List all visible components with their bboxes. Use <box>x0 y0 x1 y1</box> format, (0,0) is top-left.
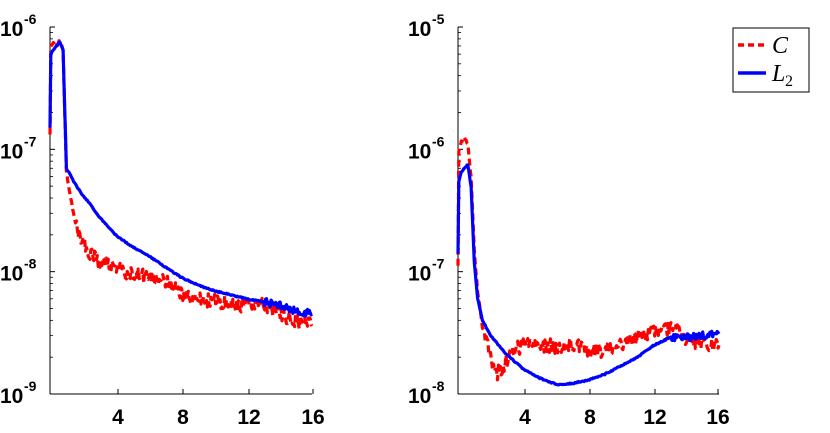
y-tick-label: 10 <box>408 140 431 163</box>
y-tick-exponent: -8 <box>432 378 445 394</box>
series-line-c <box>456 135 721 382</box>
y-tick-label: 10 <box>408 263 431 286</box>
series-line-c <box>48 39 314 331</box>
y-tick-label: 10 <box>408 18 431 41</box>
series-line-l2 <box>48 40 313 318</box>
y-tick-exponent: -7 <box>24 133 37 149</box>
left-chart: 10 -910 -810 -710 -64 8 12 16 <box>0 11 325 429</box>
x-tick-label: 4 <box>112 406 124 429</box>
x-tick-label: 8 <box>177 406 189 429</box>
y-tick-label: 10 <box>0 18 23 41</box>
legend-label-c: C <box>772 33 789 59</box>
legend: C L 2 <box>732 27 810 93</box>
y-tick-exponent: -9 <box>24 378 37 394</box>
y-tick-exponent: -6 <box>24 11 37 27</box>
x-tick-label: 16 <box>301 406 324 429</box>
y-tick-label: 10 <box>0 140 23 163</box>
x-tick-label: 8 <box>584 406 596 429</box>
x-tick-label: 4 <box>519 406 531 429</box>
legend-label-l2-subscript: 2 <box>785 73 793 90</box>
y-tick-exponent: -7 <box>432 256 445 272</box>
y-tick-exponent: -5 <box>432 11 445 27</box>
y-tick-exponent: -6 <box>432 133 445 149</box>
y-tick-label: 10 <box>0 385 23 408</box>
legend-label-l2: L <box>771 61 785 87</box>
series-line-l2 <box>456 163 721 387</box>
y-tick-label: 10 <box>408 385 431 408</box>
x-tick-label: 16 <box>706 406 729 429</box>
x-tick-label: 12 <box>237 406 260 429</box>
y-tick-label: 10 <box>0 263 23 286</box>
y-tick-exponent: -8 <box>24 256 37 272</box>
right-chart: 10 -810 -710 -610 -54 8 12 16 <box>408 11 730 429</box>
x-tick-label: 12 <box>643 406 666 429</box>
legend-box <box>732 27 810 93</box>
